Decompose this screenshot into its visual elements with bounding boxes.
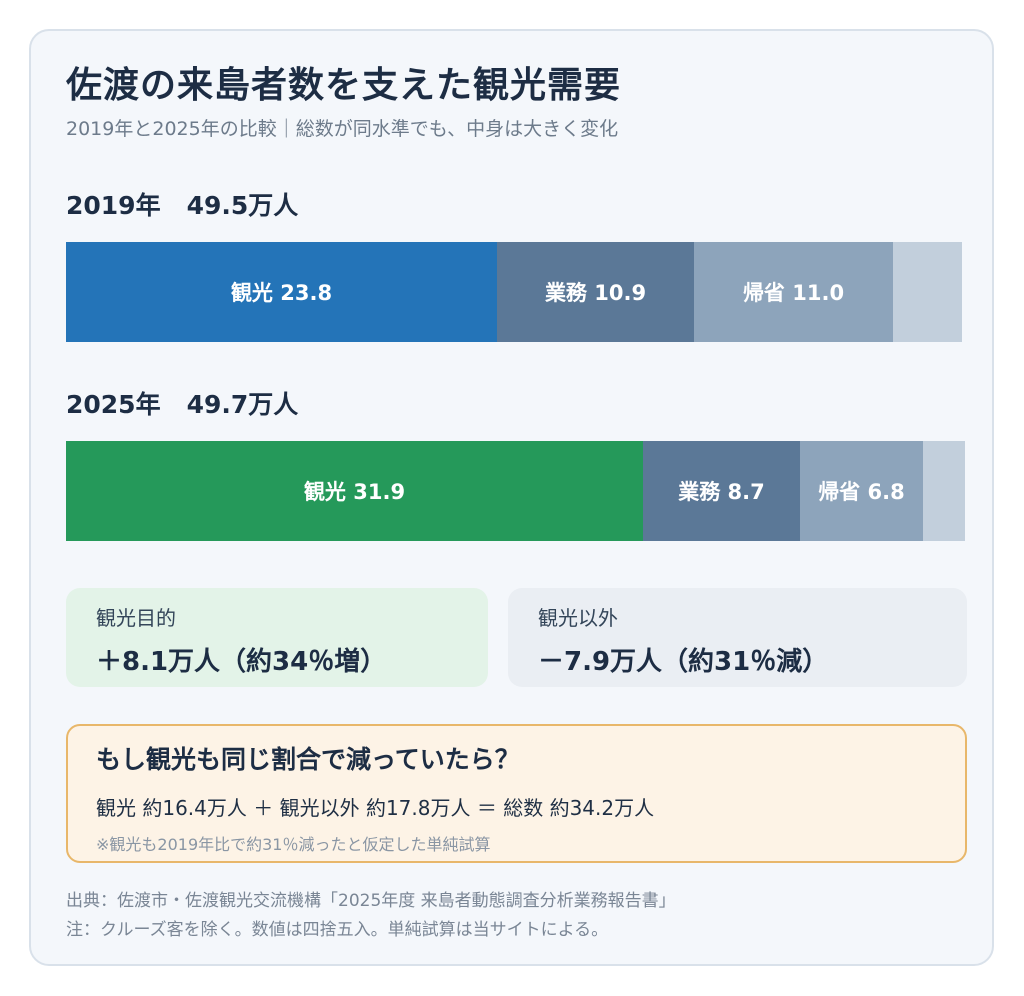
year-2019-label: 2019年 <box>66 191 161 220</box>
bar-segment-tourism-2019: 観光 23.8 <box>66 242 497 342</box>
bar-segment-homecoming-2025: 帰省 6.8 <box>800 441 923 541</box>
bar-segment-label: 帰省 6.8 <box>818 480 905 504</box>
bar-segment-label: 業務 8.7 <box>678 480 765 504</box>
bar-2019: 観光 23.8 業務 10.9 帰省 11.0 <box>66 242 962 342</box>
tourism-change-value: ＋8.1万人（約34％増） <box>96 647 387 677</box>
bar-segment-other-2025 <box>923 441 965 541</box>
bar-segment-tourism-2025: 観光 31.9 <box>66 441 643 541</box>
tourism-change-box: 観光目的 ＋8.1万人（約34％増） <box>66 588 488 687</box>
bar-segment-label: 帰省 11.0 <box>742 281 845 305</box>
other-change-box: 観光以外 －7.9万人（約31％減） <box>508 588 967 687</box>
bar-segment-business-2025: 業務 8.7 <box>643 441 800 541</box>
bar-segment-business-2019: 業務 10.9 <box>497 242 694 342</box>
bar-segment-homecoming-2019: 帰省 11.0 <box>694 242 893 342</box>
year-2019-heading: 2019年 49.5万人 <box>66 186 298 222</box>
bar-segment-label: 観光 23.8 <box>230 281 333 305</box>
method-footnote: 注：クルーズ客を除く。数値は四捨五入。単純試算は当サイトによる。 <box>66 920 609 940</box>
what-if-equation: 観光 約16.4万人 ＋ 観光以外 約17.8万人 ＝ 総数 約34.2万人 <box>96 796 655 820</box>
year-2019-total: 49.5万人 <box>186 191 299 220</box>
year-2025-heading: 2025年 49.7万人 <box>66 385 298 421</box>
year-2025-total: 49.7万人 <box>186 390 299 419</box>
tourism-change-label: 観光目的 <box>96 606 176 630</box>
source-footnote: 出典：佐渡市・佐渡観光交流機構「2025年度 来島者動態調査分析業務報告書」 <box>66 891 676 911</box>
bar-2025: 観光 31.9 業務 8.7 帰省 6.8 <box>66 441 965 541</box>
other-change-label: 観光以外 <box>538 606 618 630</box>
what-if-box: もし観光も同じ割合で減っていたら？ 観光 約16.4万人 ＋ 観光以外 約17.… <box>66 724 967 863</box>
other-change-value: －7.9万人（約31％減） <box>538 647 829 677</box>
what-if-heading: もし観光も同じ割合で減っていたら？ <box>96 745 520 774</box>
bar-segment-label: 業務 10.9 <box>544 281 647 305</box>
page-title: 佐渡の来島者数を支えた観光需要 <box>66 65 622 106</box>
bar-segment-other-2019 <box>893 242 962 342</box>
year-2025-label: 2025年 <box>66 390 161 419</box>
bar-segment-label: 観光 31.9 <box>303 480 406 504</box>
page-subtitle: 2019年と2025年の比較｜総数が同水準でも、中身は大きく変化 <box>66 118 619 140</box>
what-if-note: ※観光も2019年比で約31％減ったと仮定した単純試算 <box>96 835 491 854</box>
